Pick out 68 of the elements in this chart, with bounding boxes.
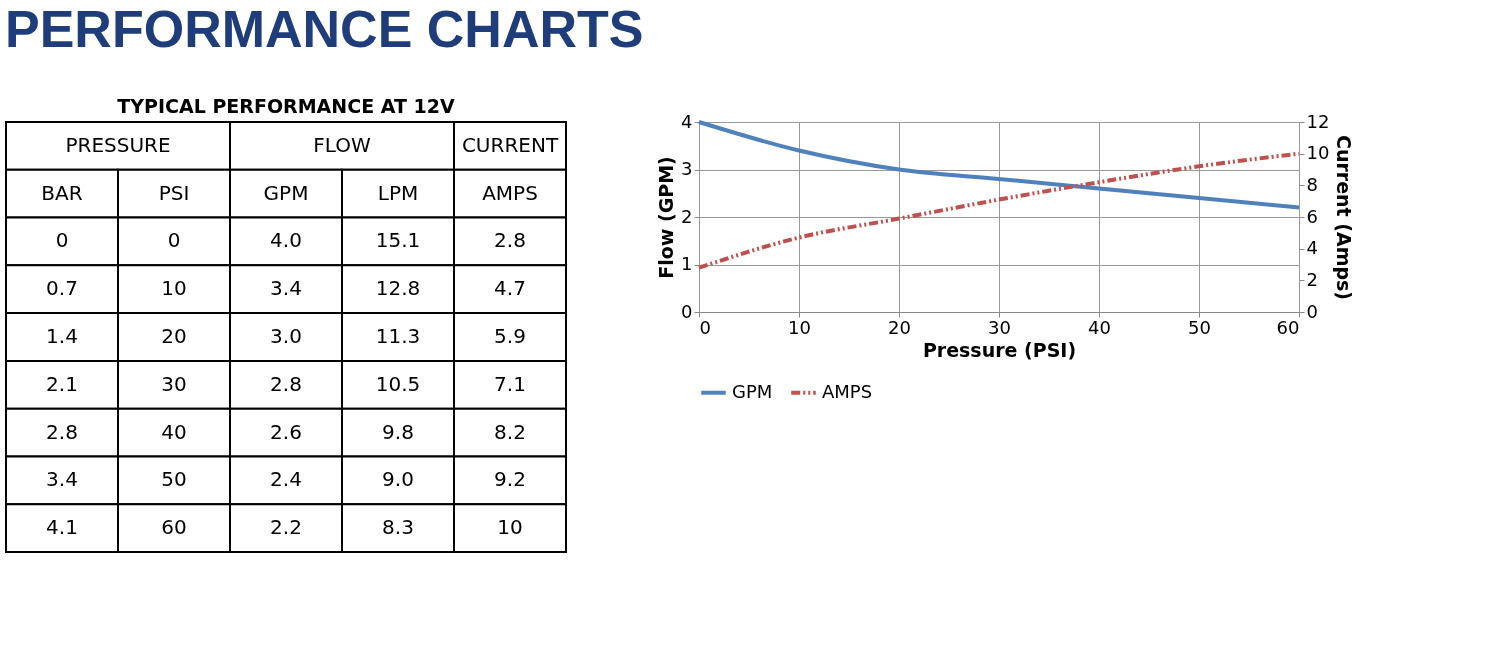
text: 10.5 — [375, 371, 421, 396]
text: 50 — [161, 467, 187, 492]
y-axis-title: Flow (GPM) — [655, 156, 678, 279]
text: FLOW — [313, 132, 371, 157]
x-tick-label: 40 — [1088, 316, 1111, 338]
text: 2.1 — [46, 371, 78, 396]
text: 2.8 — [494, 228, 526, 253]
y-tick-label: 1 — [681, 253, 693, 274]
text: 9.8 — [382, 419, 414, 444]
y-tick-label: 4 — [681, 110, 693, 132]
text: 5.9 — [494, 324, 526, 348]
text: 15.1 — [375, 228, 421, 253]
y2-axis-title: Current (Amps) — [1333, 134, 1356, 301]
category-label: GPM — [263, 180, 309, 205]
category-label: PSI — [158, 180, 190, 205]
y2-tick-label: 4 — [1306, 237, 1318, 259]
text: CURRENT — [461, 132, 559, 157]
text: 10 — [497, 515, 523, 540]
y2-tick-label: 6 — [1306, 205, 1318, 227]
category-label: AMPS — [482, 180, 538, 205]
legend-label: AMPS — [822, 380, 873, 402]
category-label: BAR — [41, 180, 83, 205]
x-tick-label: 10 — [788, 316, 811, 338]
text: 9.0 — [382, 467, 414, 492]
y2-tick-label: 12 — [1306, 110, 1330, 132]
legend-label: GPM — [732, 380, 773, 402]
x-tick-label: 50 — [1188, 316, 1211, 338]
x-tick-label: 0 — [699, 316, 711, 338]
text: 2.8 — [270, 371, 302, 396]
text: 10 — [161, 276, 187, 301]
text: 4.1 — [46, 515, 78, 540]
text: PRESSURE — [65, 132, 171, 157]
x-tick-label: 20 — [888, 316, 911, 338]
text: 8.2 — [494, 419, 526, 444]
text: 12.8 — [375, 276, 421, 301]
y-tick-label: 2 — [681, 205, 693, 227]
x-tick-label: 30 — [988, 316, 1011, 338]
y2-tick-label: 0 — [1306, 300, 1318, 322]
y-tick-label: 0 — [681, 300, 693, 322]
text: 0 — [55, 228, 69, 253]
text: 2.8 — [46, 419, 78, 444]
text: 2.6 — [270, 419, 302, 444]
y2-tick-label: 8 — [1306, 173, 1318, 195]
text: 4.7 — [494, 276, 526, 301]
text: 1.4 — [46, 324, 78, 348]
y2-tick-label: 10 — [1306, 142, 1330, 164]
text: 0 — [167, 228, 181, 253]
text: 3.4 — [46, 467, 78, 492]
text: 30 — [161, 371, 187, 396]
text: 7.1 — [494, 371, 526, 396]
text: 0.7 — [46, 276, 78, 301]
text: 2.2 — [270, 515, 302, 540]
text: PERFORMANCE CHARTS — [5, 0, 644, 58]
x-axis-title: Pressure (PSI) — [922, 338, 1077, 361]
text: TYPICAL PERFORMANCE AT 12V — [117, 95, 455, 117]
text: 8.3 — [382, 515, 414, 540]
category-label: LPM — [377, 180, 419, 205]
text: 3.0 — [270, 324, 302, 348]
text: 40 — [161, 419, 187, 444]
text: 9.2 — [494, 467, 526, 492]
text: 4.0 — [270, 228, 302, 253]
x-tick-label: 60 — [1276, 316, 1300, 338]
y2-tick-label: 2 — [1306, 268, 1318, 290]
text: 3.4 — [270, 276, 302, 301]
text: 2.4 — [270, 467, 302, 492]
y-tick-label: 3 — [681, 158, 693, 179]
text: 60 — [161, 515, 187, 540]
text: 11.3 — [375, 324, 421, 348]
